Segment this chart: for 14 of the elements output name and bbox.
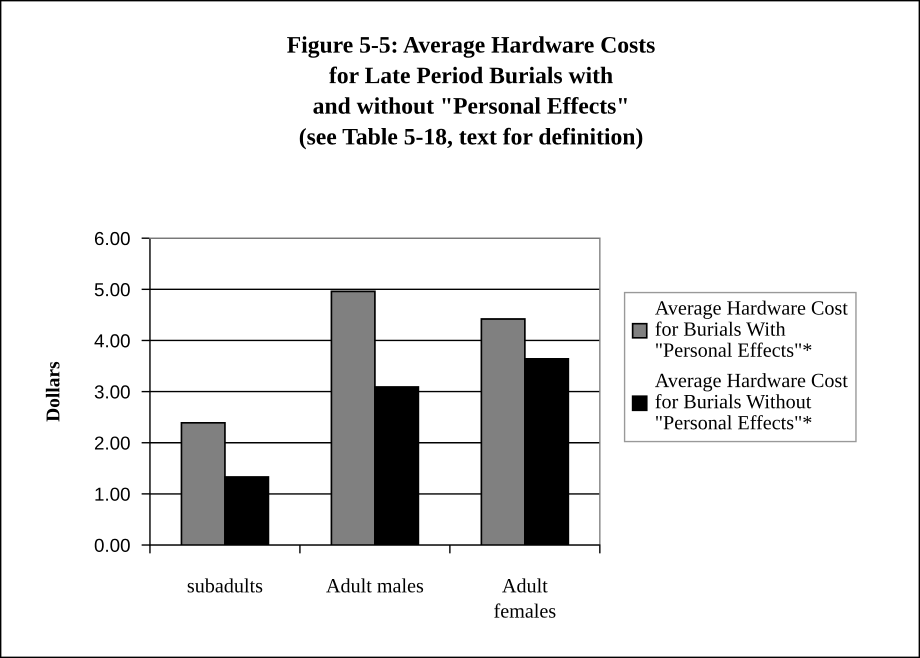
y-tick-label: 5.00 — [94, 283, 130, 296]
y-axis-title: Dollars — [46, 362, 60, 422]
x-tick-label: subadults — [188, 578, 262, 593]
x-tick-label: Adult males — [326, 578, 424, 593]
y-tick-label: 0.00 — [94, 538, 130, 552]
y-tick-label: 2.00 — [94, 436, 130, 450]
y-tick-label: 4.00 — [94, 334, 130, 348]
y-tick-label: 6.00 — [94, 232, 130, 246]
y-tick-label: 1.00 — [95, 488, 130, 501]
chart-title: Figure 5-5: Average Hardware Costs for Late Period Burials with and without "Personal Effects" (see Table 5-18, text for definition) — [287, 36, 655, 150]
y-tick-label: 3.00 — [94, 385, 130, 399]
x-tick-label: Adult females — [494, 578, 556, 618]
legend-label: Average Hardware Cost for Burials Without "Personal Effects"* — [654, 373, 848, 430]
legend-label: Average Hardware Cost for Burials With "Personal Effects"* — [654, 300, 848, 357]
